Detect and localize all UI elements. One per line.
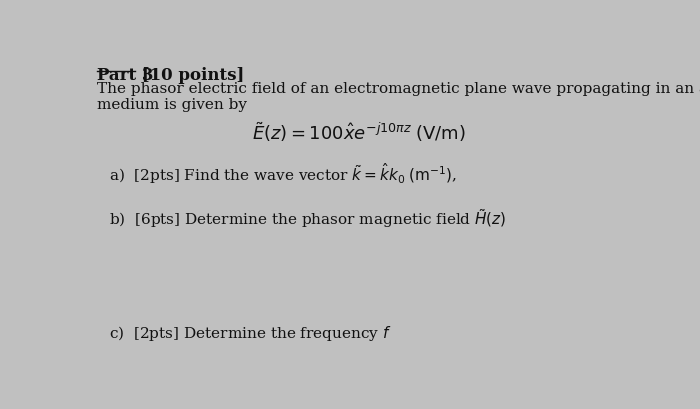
- Text: [10 points]: [10 points]: [136, 66, 245, 83]
- Text: c)  [2pts] Determine the frequency $f$: c) [2pts] Determine the frequency $f$: [109, 323, 392, 342]
- Text: b)  [6pts] Determine the phasor magnetic field $\tilde{H}(z)$: b) [6pts] Determine the phasor magnetic …: [109, 207, 507, 229]
- Text: $\tilde{E}(z)=100\hat{x}e^{-j10\pi z}\;\mathrm{(V/m)}$: $\tilde{E}(z)=100\hat{x}e^{-j10\pi z}\;\…: [252, 120, 466, 144]
- Text: The phasor electric field of an electromagnetic plane wave propagating in an air: The phasor electric field of an electrom…: [97, 82, 700, 96]
- Text: Part 3: Part 3: [97, 66, 154, 83]
- Text: a)  [2pts] Find the wave vector $\tilde{k} = \hat{k}k_0\;\mathrm{(m^{-1})}$,: a) [2pts] Find the wave vector $\tilde{k…: [109, 161, 457, 186]
- Text: medium is given by: medium is given by: [97, 98, 247, 112]
